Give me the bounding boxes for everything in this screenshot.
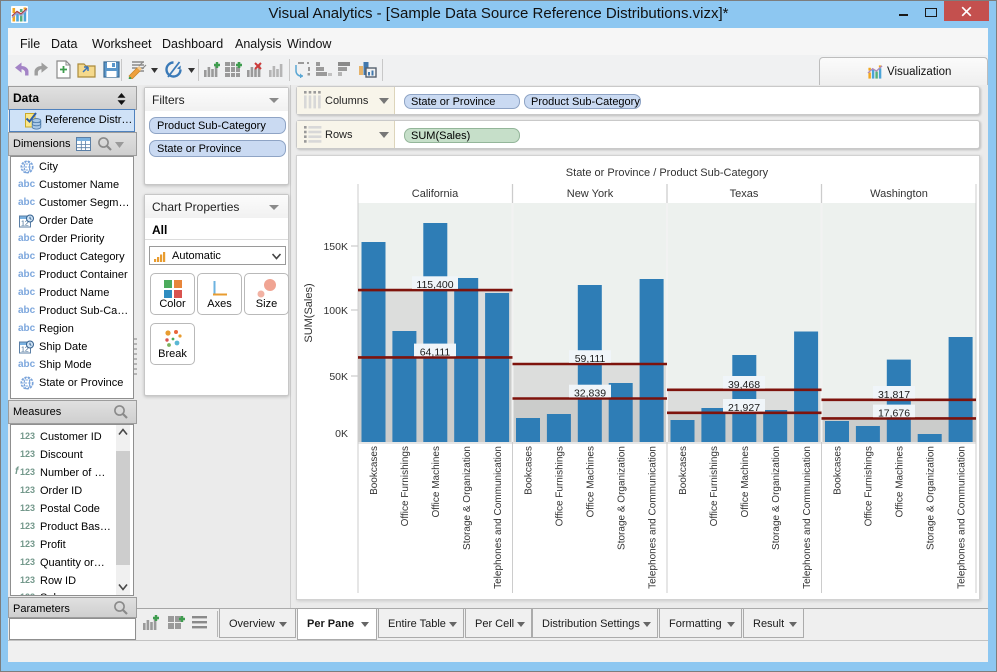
svg-text:100K: 100K [323,305,348,317]
svg-text:31,817: 31,817 [878,389,910,401]
svg-text:Storage & Organization: Storage & Organization [771,446,782,550]
svg-text:39,468: 39,468 [728,379,760,391]
svg-text:Telephones and Communication: Telephones and Communication [493,446,504,589]
svg-text:12: 12 [21,347,29,354]
svg-text:64,111: 64,111 [420,346,451,358]
svg-text:Telephones and Communication: Telephones and Communication [957,446,968,589]
svg-text:Office Furnishings: Office Furnishings [709,446,720,526]
svg-text:59,111: 59,111 [575,353,606,365]
svg-text:150K: 150K [323,241,348,253]
svg-text:Telephones and Communication: Telephones and Communication [802,446,813,589]
svg-text:Washington: Washington [870,188,928,200]
svg-text:Storage & Organization: Storage & Organization [462,446,473,550]
svg-text:California: California [412,188,459,200]
svg-text:Bookcases: Bookcases [678,446,689,495]
svg-text:Telephones and Communication: Telephones and Communication [648,446,659,589]
svg-text:50K: 50K [329,371,348,383]
svg-text:12: 12 [21,221,29,228]
svg-text:Storage & Organization: Storage & Organization [617,446,628,550]
svg-text:Storage & Organization: Storage & Organization [926,446,937,550]
svg-text:Office Machines: Office Machines [895,446,906,518]
svg-text:Office Machines: Office Machines [586,446,597,518]
svg-text:21,927: 21,927 [728,402,760,414]
svg-text:State or Province / Product Su: State or Province / Product Sub-Category [566,167,769,179]
svg-text:Office Furnishings: Office Furnishings [555,446,566,526]
svg-text:Texas: Texas [730,188,759,200]
svg-text:Bookcases: Bookcases [369,446,380,495]
svg-text:0K: 0K [335,428,348,440]
svg-text:17,676: 17,676 [878,407,910,419]
svg-text:115,400: 115,400 [416,279,453,291]
svg-text:32,839: 32,839 [574,388,606,400]
svg-text:Bookcases: Bookcases [833,446,844,495]
svg-text:Office Furnishings: Office Furnishings [400,446,411,526]
svg-text:SUM(Sales): SUM(Sales) [303,283,315,342]
svg-text:Office Furnishings: Office Furnishings [864,446,875,526]
svg-text:Office Machines: Office Machines [740,446,751,518]
svg-text:New York: New York [567,188,614,200]
svg-text:Office Machines: Office Machines [431,446,442,518]
svg-text:Bookcases: Bookcases [524,446,535,495]
